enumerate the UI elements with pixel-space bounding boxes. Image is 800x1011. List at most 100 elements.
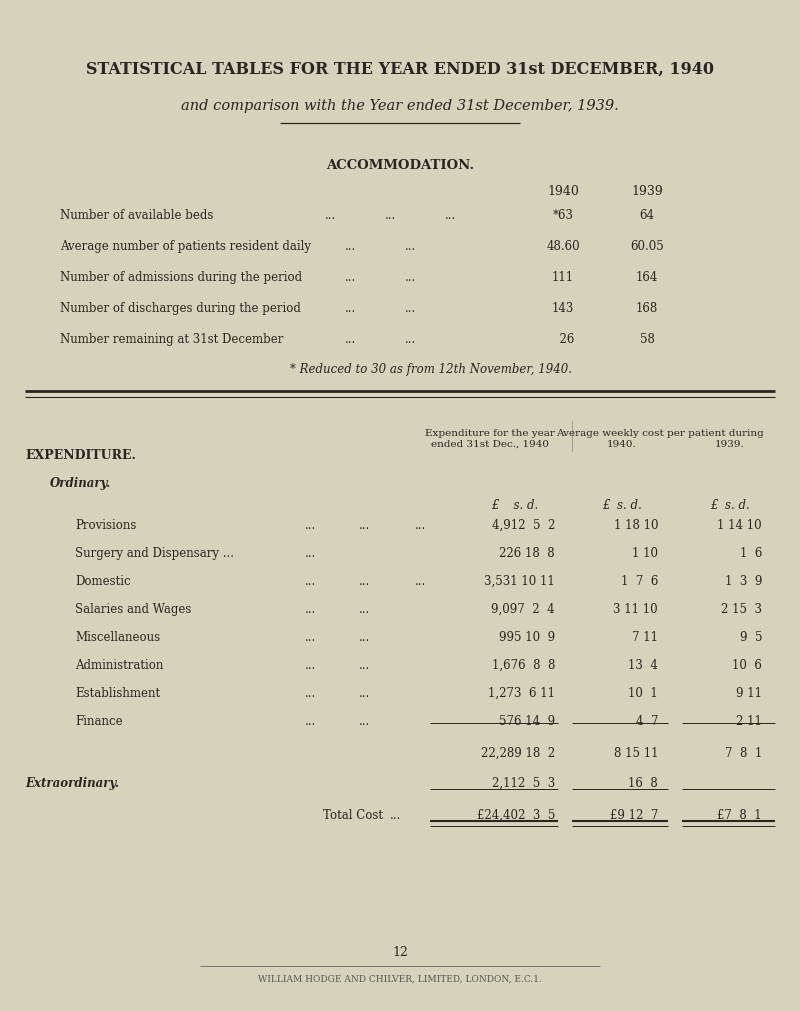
Text: 1 14 10: 1 14 10 bbox=[718, 519, 762, 532]
Text: 7  8  1: 7 8 1 bbox=[725, 747, 762, 760]
Text: *63: *63 bbox=[553, 209, 574, 222]
Text: 1  3  9: 1 3 9 bbox=[725, 575, 762, 588]
Text: £  s. d.: £ s. d. bbox=[602, 499, 642, 512]
Text: ...: ... bbox=[304, 519, 316, 532]
Text: 8 15 11: 8 15 11 bbox=[614, 747, 658, 760]
Text: 164: 164 bbox=[636, 271, 658, 284]
Text: ...: ... bbox=[304, 659, 316, 672]
Text: 1 18 10: 1 18 10 bbox=[614, 519, 658, 532]
Text: 3,531 10 11: 3,531 10 11 bbox=[484, 575, 555, 588]
Text: ...: ... bbox=[344, 302, 356, 315]
Text: STATISTICAL TABLES FOR THE YEAR ENDED 31st DECEMBER, 1940: STATISTICAL TABLES FOR THE YEAR ENDED 31… bbox=[86, 61, 714, 78]
Text: 995 10  9: 995 10 9 bbox=[499, 631, 555, 644]
Text: 64: 64 bbox=[639, 209, 654, 222]
Text: 1,273  6 11: 1,273 6 11 bbox=[488, 687, 555, 700]
Text: Number of admissions during the period: Number of admissions during the period bbox=[60, 271, 302, 284]
Text: £9 12  7: £9 12 7 bbox=[610, 809, 658, 822]
Text: ...: ... bbox=[359, 715, 370, 728]
Text: Expenditure for the year: Expenditure for the year bbox=[425, 429, 555, 438]
Text: ended 31st Dec., 1940: ended 31st Dec., 1940 bbox=[431, 440, 549, 449]
Text: ...: ... bbox=[414, 519, 426, 532]
Text: Average number of patients resident daily: Average number of patients resident dail… bbox=[60, 240, 311, 253]
Text: Number of discharges during the period: Number of discharges during the period bbox=[60, 302, 301, 315]
Text: 10  1: 10 1 bbox=[628, 687, 658, 700]
Text: Administration: Administration bbox=[75, 659, 163, 672]
Text: ...: ... bbox=[404, 271, 416, 284]
Text: 1939: 1939 bbox=[631, 185, 663, 198]
Text: 1,676  8  8: 1,676 8 8 bbox=[492, 659, 555, 672]
Text: 576 14  9: 576 14 9 bbox=[499, 715, 555, 728]
Text: 2 11: 2 11 bbox=[736, 715, 762, 728]
Text: 226 18  8: 226 18 8 bbox=[499, 547, 555, 560]
Text: 22,289 18  2: 22,289 18 2 bbox=[481, 747, 555, 760]
Text: ...: ... bbox=[344, 271, 356, 284]
Text: £7  8  1: £7 8 1 bbox=[718, 809, 762, 822]
Text: 9  5: 9 5 bbox=[739, 631, 762, 644]
Text: ...: ... bbox=[390, 809, 402, 822]
Text: 143: 143 bbox=[552, 302, 574, 315]
Text: Average weekly cost per patient during: Average weekly cost per patient during bbox=[556, 429, 764, 438]
Text: ...: ... bbox=[359, 519, 370, 532]
Text: 9,097  2  4: 9,097 2 4 bbox=[491, 603, 555, 616]
Text: ...: ... bbox=[359, 575, 370, 588]
Text: 3 11 10: 3 11 10 bbox=[614, 603, 658, 616]
Text: £24,402  3  5: £24,402 3 5 bbox=[477, 809, 555, 822]
Text: 10  6: 10 6 bbox=[732, 659, 762, 672]
Text: 168: 168 bbox=[636, 302, 658, 315]
Text: Domestic: Domestic bbox=[75, 575, 130, 588]
Text: ACCOMMODATION.: ACCOMMODATION. bbox=[326, 159, 474, 172]
Text: ...: ... bbox=[359, 659, 370, 672]
Text: 1  6: 1 6 bbox=[740, 547, 762, 560]
Text: 2,112  5  3: 2,112 5 3 bbox=[492, 777, 555, 790]
Text: 1940: 1940 bbox=[547, 185, 579, 198]
Text: Finance: Finance bbox=[75, 715, 122, 728]
Text: 13  4: 13 4 bbox=[628, 659, 658, 672]
Text: £    s. d.: £ s. d. bbox=[491, 499, 538, 512]
Text: 60.05: 60.05 bbox=[630, 240, 664, 253]
Text: 2 15  3: 2 15 3 bbox=[721, 603, 762, 616]
Text: 4,912  5  2: 4,912 5 2 bbox=[492, 519, 555, 532]
Text: ...: ... bbox=[414, 575, 426, 588]
Text: Ordinary.: Ordinary. bbox=[50, 477, 111, 490]
Text: Number remaining at 31st December: Number remaining at 31st December bbox=[60, 333, 283, 346]
Text: ...: ... bbox=[304, 631, 316, 644]
Text: ...: ... bbox=[304, 687, 316, 700]
Text: ...: ... bbox=[359, 687, 370, 700]
Text: ...: ... bbox=[404, 240, 416, 253]
Text: ...: ... bbox=[384, 209, 396, 222]
Text: 4  7: 4 7 bbox=[635, 715, 658, 728]
Text: ...: ... bbox=[359, 631, 370, 644]
Text: 1940.: 1940. bbox=[607, 440, 637, 449]
Text: 1939.: 1939. bbox=[715, 440, 745, 449]
Text: 9 11: 9 11 bbox=[736, 687, 762, 700]
Text: ...: ... bbox=[359, 603, 370, 616]
Text: Miscellaneous: Miscellaneous bbox=[75, 631, 160, 644]
Text: Provisions: Provisions bbox=[75, 519, 136, 532]
Text: Total Cost: Total Cost bbox=[323, 809, 383, 822]
Text: 7 11: 7 11 bbox=[632, 631, 658, 644]
Text: ...: ... bbox=[404, 333, 416, 346]
Text: ...: ... bbox=[304, 547, 316, 560]
Text: 58: 58 bbox=[639, 333, 654, 346]
Text: Salaries and Wages: Salaries and Wages bbox=[75, 603, 191, 616]
Text: 48.60: 48.60 bbox=[546, 240, 580, 253]
Text: and comparison with the Year ended 31st December, 1939.: and comparison with the Year ended 31st … bbox=[181, 99, 619, 113]
Text: 16  8: 16 8 bbox=[628, 777, 658, 790]
Text: Number of available beds: Number of available beds bbox=[60, 209, 214, 222]
Text: ...: ... bbox=[404, 302, 416, 315]
Text: 1  7  6: 1 7 6 bbox=[621, 575, 658, 588]
Text: £  s. d.: £ s. d. bbox=[710, 499, 750, 512]
Text: ...: ... bbox=[344, 240, 356, 253]
Text: 26: 26 bbox=[552, 333, 574, 346]
Text: 12: 12 bbox=[392, 946, 408, 959]
Text: 1 10: 1 10 bbox=[632, 547, 658, 560]
Text: ...: ... bbox=[444, 209, 456, 222]
Text: ...: ... bbox=[304, 715, 316, 728]
Text: ...: ... bbox=[304, 603, 316, 616]
Text: WILLIAM HODGE AND CHILVER, LIMITED, LONDON, E.C.1.: WILLIAM HODGE AND CHILVER, LIMITED, LOND… bbox=[258, 975, 542, 984]
Text: Extraordinary.: Extraordinary. bbox=[25, 777, 119, 790]
Text: EXPENDITURE.: EXPENDITURE. bbox=[25, 449, 136, 462]
Text: ...: ... bbox=[304, 575, 316, 588]
Text: Establishment: Establishment bbox=[75, 687, 160, 700]
Text: * Reduced to 30 as from 12th November, 1940.: * Reduced to 30 as from 12th November, 1… bbox=[290, 363, 572, 376]
